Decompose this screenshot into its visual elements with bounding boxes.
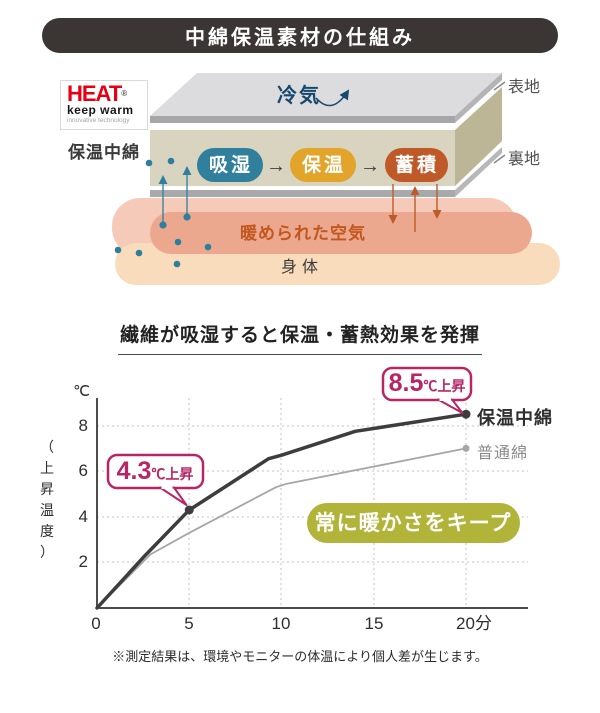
y-unit-label: ℃ <box>73 383 90 400</box>
heat-subtext: innovative technology <box>67 117 130 124</box>
outer-fabric-edge <box>150 116 455 123</box>
svg-text:8.5℃上昇: 8.5℃上昇 <box>389 369 466 397</box>
step-pill-absorb <box>197 148 263 182</box>
svg-text:8: 8 <box>79 416 88 435</box>
registered-mark: ® <box>121 89 128 98</box>
step-arrow-icon: → <box>360 155 380 177</box>
svg-text:10: 10 <box>272 614 291 633</box>
cold-air-label: 冷気 <box>277 83 321 107</box>
outer-fabric-pointer <box>493 81 506 91</box>
grid-lines <box>97 398 528 608</box>
outer-fabric-label: 表地 <box>508 78 540 96</box>
heat-brand-word: HEAT® <box>67 81 147 106</box>
step-pill-accumulate <box>385 148 448 182</box>
chart-title: 繊維が吸湿すると保温・蓄熱効果を発揮 <box>117 320 482 355</box>
svg-text:4.3℃上昇: 4.3℃上昇 <box>117 457 194 485</box>
series-line-plain-cotton <box>96 447 467 609</box>
step-arrow-icon: → <box>266 155 286 177</box>
step-label-absorb: 吸湿 <box>209 154 253 176</box>
moisture-dots <box>114 157 212 268</box>
annotation-4-3: 4.3℃上昇 <box>106 453 205 506</box>
keep-warm-callout <box>307 503 520 543</box>
heat-brand-logo: HEAT® keep warm innovative technology <box>60 80 148 130</box>
svg-text:0: 0 <box>91 614 100 633</box>
svg-text:6: 6 <box>79 461 88 480</box>
chart-title-wrap: 繊維が吸湿すると保温・蓄熱効果を発揮 <box>0 320 600 355</box>
heat-brand-text: HEAT <box>67 81 122 106</box>
step-pill-retain <box>290 148 356 182</box>
outer-fabric-top <box>150 73 502 116</box>
lining-strip <box>150 190 455 197</box>
lining-strip-side <box>455 147 502 197</box>
batting-slab-side <box>455 87 502 186</box>
series-line-heat-batting <box>95 412 468 610</box>
y-tick-labels: 8 6 4 2 <box>79 416 88 571</box>
batting-layer-label: 保温中綿 <box>68 143 140 162</box>
data-point-markers <box>184 409 471 515</box>
svg-text:15: 15 <box>365 614 384 633</box>
body-label: 身体 <box>281 258 323 276</box>
annotation-8-5: 8.5℃上昇 <box>381 366 473 414</box>
warmed-air-label: 暖められた空気 <box>240 223 366 243</box>
keep-warm-callout-label: 常に暖かさをキープ <box>315 511 512 535</box>
temperature-rise-chart: ℃ （上昇温度） 8 6 4 2 0 5 10 15 20分 保温中綿 普通綿 … <box>40 366 553 633</box>
measurement-disclaimer: ※測定結果は、環境やモニターの体温により個人差が生じます。 <box>112 649 488 664</box>
step-label-retain: 保温 <box>301 153 346 176</box>
cold-air-bounce-arrow <box>315 89 350 107</box>
lining-pointer <box>493 154 506 164</box>
outer-fabric-edge-side <box>455 73 502 123</box>
lining-label: 裏地 <box>508 149 540 168</box>
heat-tagline: keep warm <box>67 103 134 117</box>
material-structure-diagram: 暖められた空気 身体 冷気 表地 裏地 <box>112 73 560 285</box>
page-title: 中綿保温素材の仕組み <box>42 18 558 53</box>
svg-text:5: 5 <box>184 614 193 633</box>
svg-text:2: 2 <box>79 552 88 571</box>
legend-heat-batting: 保温中綿 <box>476 407 553 428</box>
warm-air-inner-blob <box>150 212 532 254</box>
x-tick-labels: 0 5 10 15 20分 <box>91 614 492 633</box>
step-label-accumulate: 蓄積 <box>395 153 439 176</box>
svg-text:20分: 20分 <box>456 614 492 633</box>
legend-plain-cotton: 普通綿 <box>477 444 528 462</box>
y-axis-label: （上昇温度） <box>40 439 54 560</box>
svg-text:4: 4 <box>79 507 88 526</box>
